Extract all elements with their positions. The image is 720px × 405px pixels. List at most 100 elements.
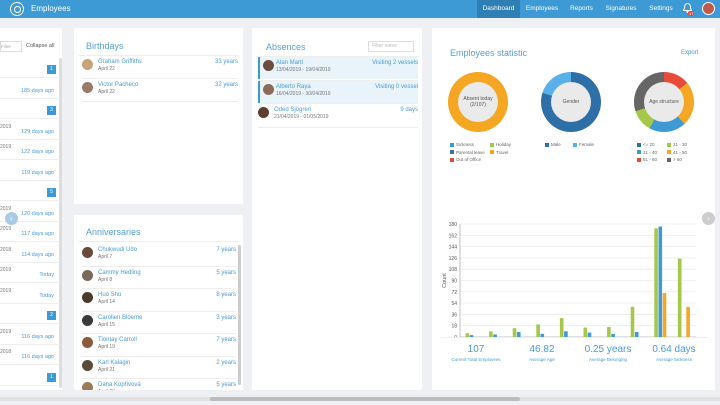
- stats-panel: Employees statistic Export Absent today …: [432, 28, 715, 390]
- horizontal-scrollbar[interactable]: [0, 397, 720, 401]
- birthdays-panel: Birthdays Graham Griffiths April 22 33 yea…: [74, 28, 243, 204]
- left-list-row[interactable]: 120 days ago 2019: [0, 205, 58, 222]
- person-date: 16/04/2019 - 30/04/2019: [276, 90, 331, 97]
- legend-swatch: [573, 142, 577, 147]
- avatar: [82, 269, 93, 281]
- left-list-row[interactable]: 3: [0, 102, 58, 119]
- person-years: 5 years: [216, 269, 236, 276]
- left-list-row[interactable]: 5: [0, 184, 58, 201]
- carousel-left-arrow[interactable]: ‹: [5, 212, 18, 225]
- bar-since: [611, 333, 615, 337]
- anniversaries-item[interactable]: Huo Shu April 14 8 years: [82, 289, 236, 311]
- row-year: 2019: [0, 287, 12, 294]
- bar-all-employees: [489, 331, 493, 337]
- legend-swatch: [490, 150, 494, 155]
- nav-employees[interactable]: Employees: [525, 5, 559, 12]
- left-list-row[interactable]: 116 days ago 2019: [0, 328, 58, 345]
- left-list-row[interactable]: 185 days ago: [0, 82, 58, 99]
- person-date: April 22: [98, 89, 115, 95]
- bar-all-employees: [677, 258, 682, 337]
- y-tick-label: 126: [449, 256, 458, 262]
- person-name[interactable]: Cammy Hedling: [98, 269, 141, 276]
- anniversaries-item[interactable]: Karl Kalagin April 21 2 years: [82, 357, 236, 379]
- y-tick-label: 18: [451, 324, 457, 330]
- anniversaries-item[interactable]: Dana KopřivováApril 23 5 years: [82, 379, 236, 390]
- person-date: April 23: [98, 389, 115, 390]
- avatar: [258, 107, 269, 118]
- left-scrollbar[interactable]: [59, 58, 62, 388]
- horizontal-scrollbar-thumb[interactable]: [210, 397, 520, 401]
- anniversaries-item[interactable]: Cammy Hedling April 8 5 years: [82, 267, 236, 289]
- legend-item: 41 - 50: [667, 150, 687, 155]
- absences-panel: Absences Filter name Alan Martí 13/04/201…: [252, 28, 422, 390]
- birthdays-item[interactable]: Graham Griffiths April 22 33 years: [82, 56, 238, 78]
- absent-donut: Absent today (2/107): [448, 72, 508, 132]
- person-name[interactable]: Oded Sjögren: [274, 107, 312, 113]
- birthdays-title: Birthdays: [86, 41, 124, 51]
- carousel-right-arrow[interactable]: ›: [702, 212, 715, 225]
- birthdays-item[interactable]: Victor Pacheco April 22 32 years: [82, 79, 238, 101]
- person-name[interactable]: Chukwudi Udo: [98, 247, 138, 253]
- row-year: 2019: [0, 328, 12, 335]
- absences-item[interactable]: Oded Sjögren 21/04/2019 - 01/05/2019 9 day…: [258, 104, 418, 126]
- avatar: [263, 83, 274, 95]
- bar-since: [587, 332, 592, 337]
- age-donut: Age structure: [634, 72, 694, 132]
- left-search-input[interactable]: Filter name: [0, 41, 22, 52]
- left-list-row[interactable]: 1: [0, 369, 58, 386]
- absences-item[interactable]: Alberto Raya 16/04/2019 - 30/04/2019 Visit…: [258, 80, 418, 103]
- left-list-row[interactable]: 1: [0, 61, 58, 78]
- bar-all-employees: [630, 306, 635, 337]
- anniversaries-scrollbar[interactable]: [238, 245, 241, 385]
- anniversaries-item[interactable]: Carolien Bloeme April 15 3 years: [82, 312, 236, 334]
- legend-item: 51 - 60: [637, 157, 657, 162]
- legend-swatch: [637, 150, 641, 155]
- user-avatar[interactable]: [702, 2, 715, 15]
- person-status: Visiting 0 vessel: [375, 83, 418, 90]
- nav-settings[interactable]: Settings: [649, 5, 673, 12]
- collapse-all-link[interactable]: Collapse all: [26, 43, 55, 49]
- left-list-row[interactable]: 117 days ago 2019: [0, 225, 58, 242]
- row-year: 2019: [0, 205, 12, 212]
- left-list-row[interactable]: Today 2019: [0, 266, 58, 283]
- left-list-row[interactable]: 129 days ago 2019: [0, 123, 58, 140]
- bar-all-employees: [607, 326, 611, 337]
- person-name[interactable]: Victor Pacheco: [98, 82, 139, 88]
- relative-time: 116 days ago: [21, 333, 54, 340]
- absences-item[interactable]: Alan Martí 13/04/2019 - 19/04/2019 Visitin…: [258, 57, 418, 79]
- absences-search-input[interactable]: Filter name: [368, 41, 414, 52]
- anniversaries-item[interactable]: Chukwudi Udo April 7 7 years: [82, 244, 236, 266]
- person-name[interactable]: Dana Kopřivová: [98, 382, 141, 388]
- left-list-row[interactable]: 114 days ago 2018: [0, 246, 58, 263]
- left-list-row[interactable]: Today 2019: [0, 287, 58, 304]
- nav-dashboard[interactable]: Dashboard: [477, 0, 520, 18]
- person-date: April 14: [98, 299, 115, 305]
- age-donut-label: Age structure: [644, 82, 684, 122]
- legend-label: Travel: [496, 149, 509, 155]
- export-link[interactable]: Export: [681, 50, 699, 56]
- left-list-row[interactable]: 2: [0, 307, 58, 324]
- person-name[interactable]: Alan Martí: [276, 60, 304, 66]
- bar-all-employees: [536, 324, 540, 337]
- bar-since: [469, 335, 474, 337]
- left-list-row[interactable]: 119 days ago: [0, 164, 58, 181]
- nav-signatures[interactable]: Signatures: [605, 5, 637, 12]
- nav-reports[interactable]: Reports: [570, 5, 593, 12]
- person-years: 7 years: [216, 247, 236, 253]
- left-list-row[interactable]: 122 days ago 2019: [0, 143, 58, 160]
- anniversaries-item[interactable]: Tiontay Carroll April 19 7 years: [82, 334, 236, 356]
- legend-label: 21 - 30: [673, 142, 688, 147]
- person-name[interactable]: Alberto Raya: [276, 83, 311, 90]
- avatar: [82, 382, 93, 390]
- person-name[interactable]: Graham Griffiths: [98, 59, 142, 65]
- person-name[interactable]: Tiontay Carroll: [98, 337, 137, 343]
- person-name[interactable]: Karl Kalagin: [98, 359, 131, 366]
- count-badge: 3: [47, 106, 56, 115]
- avatar: [82, 82, 93, 93]
- person-name[interactable]: Huo Shu: [98, 292, 122, 298]
- avatar: [82, 59, 93, 70]
- y-tick-label: 144: [449, 245, 458, 251]
- left-list-row[interactable]: 116 days ago 2018: [0, 348, 58, 365]
- person-name[interactable]: Carolien Bloeme: [98, 314, 143, 321]
- app-logo-icon[interactable]: [10, 2, 24, 16]
